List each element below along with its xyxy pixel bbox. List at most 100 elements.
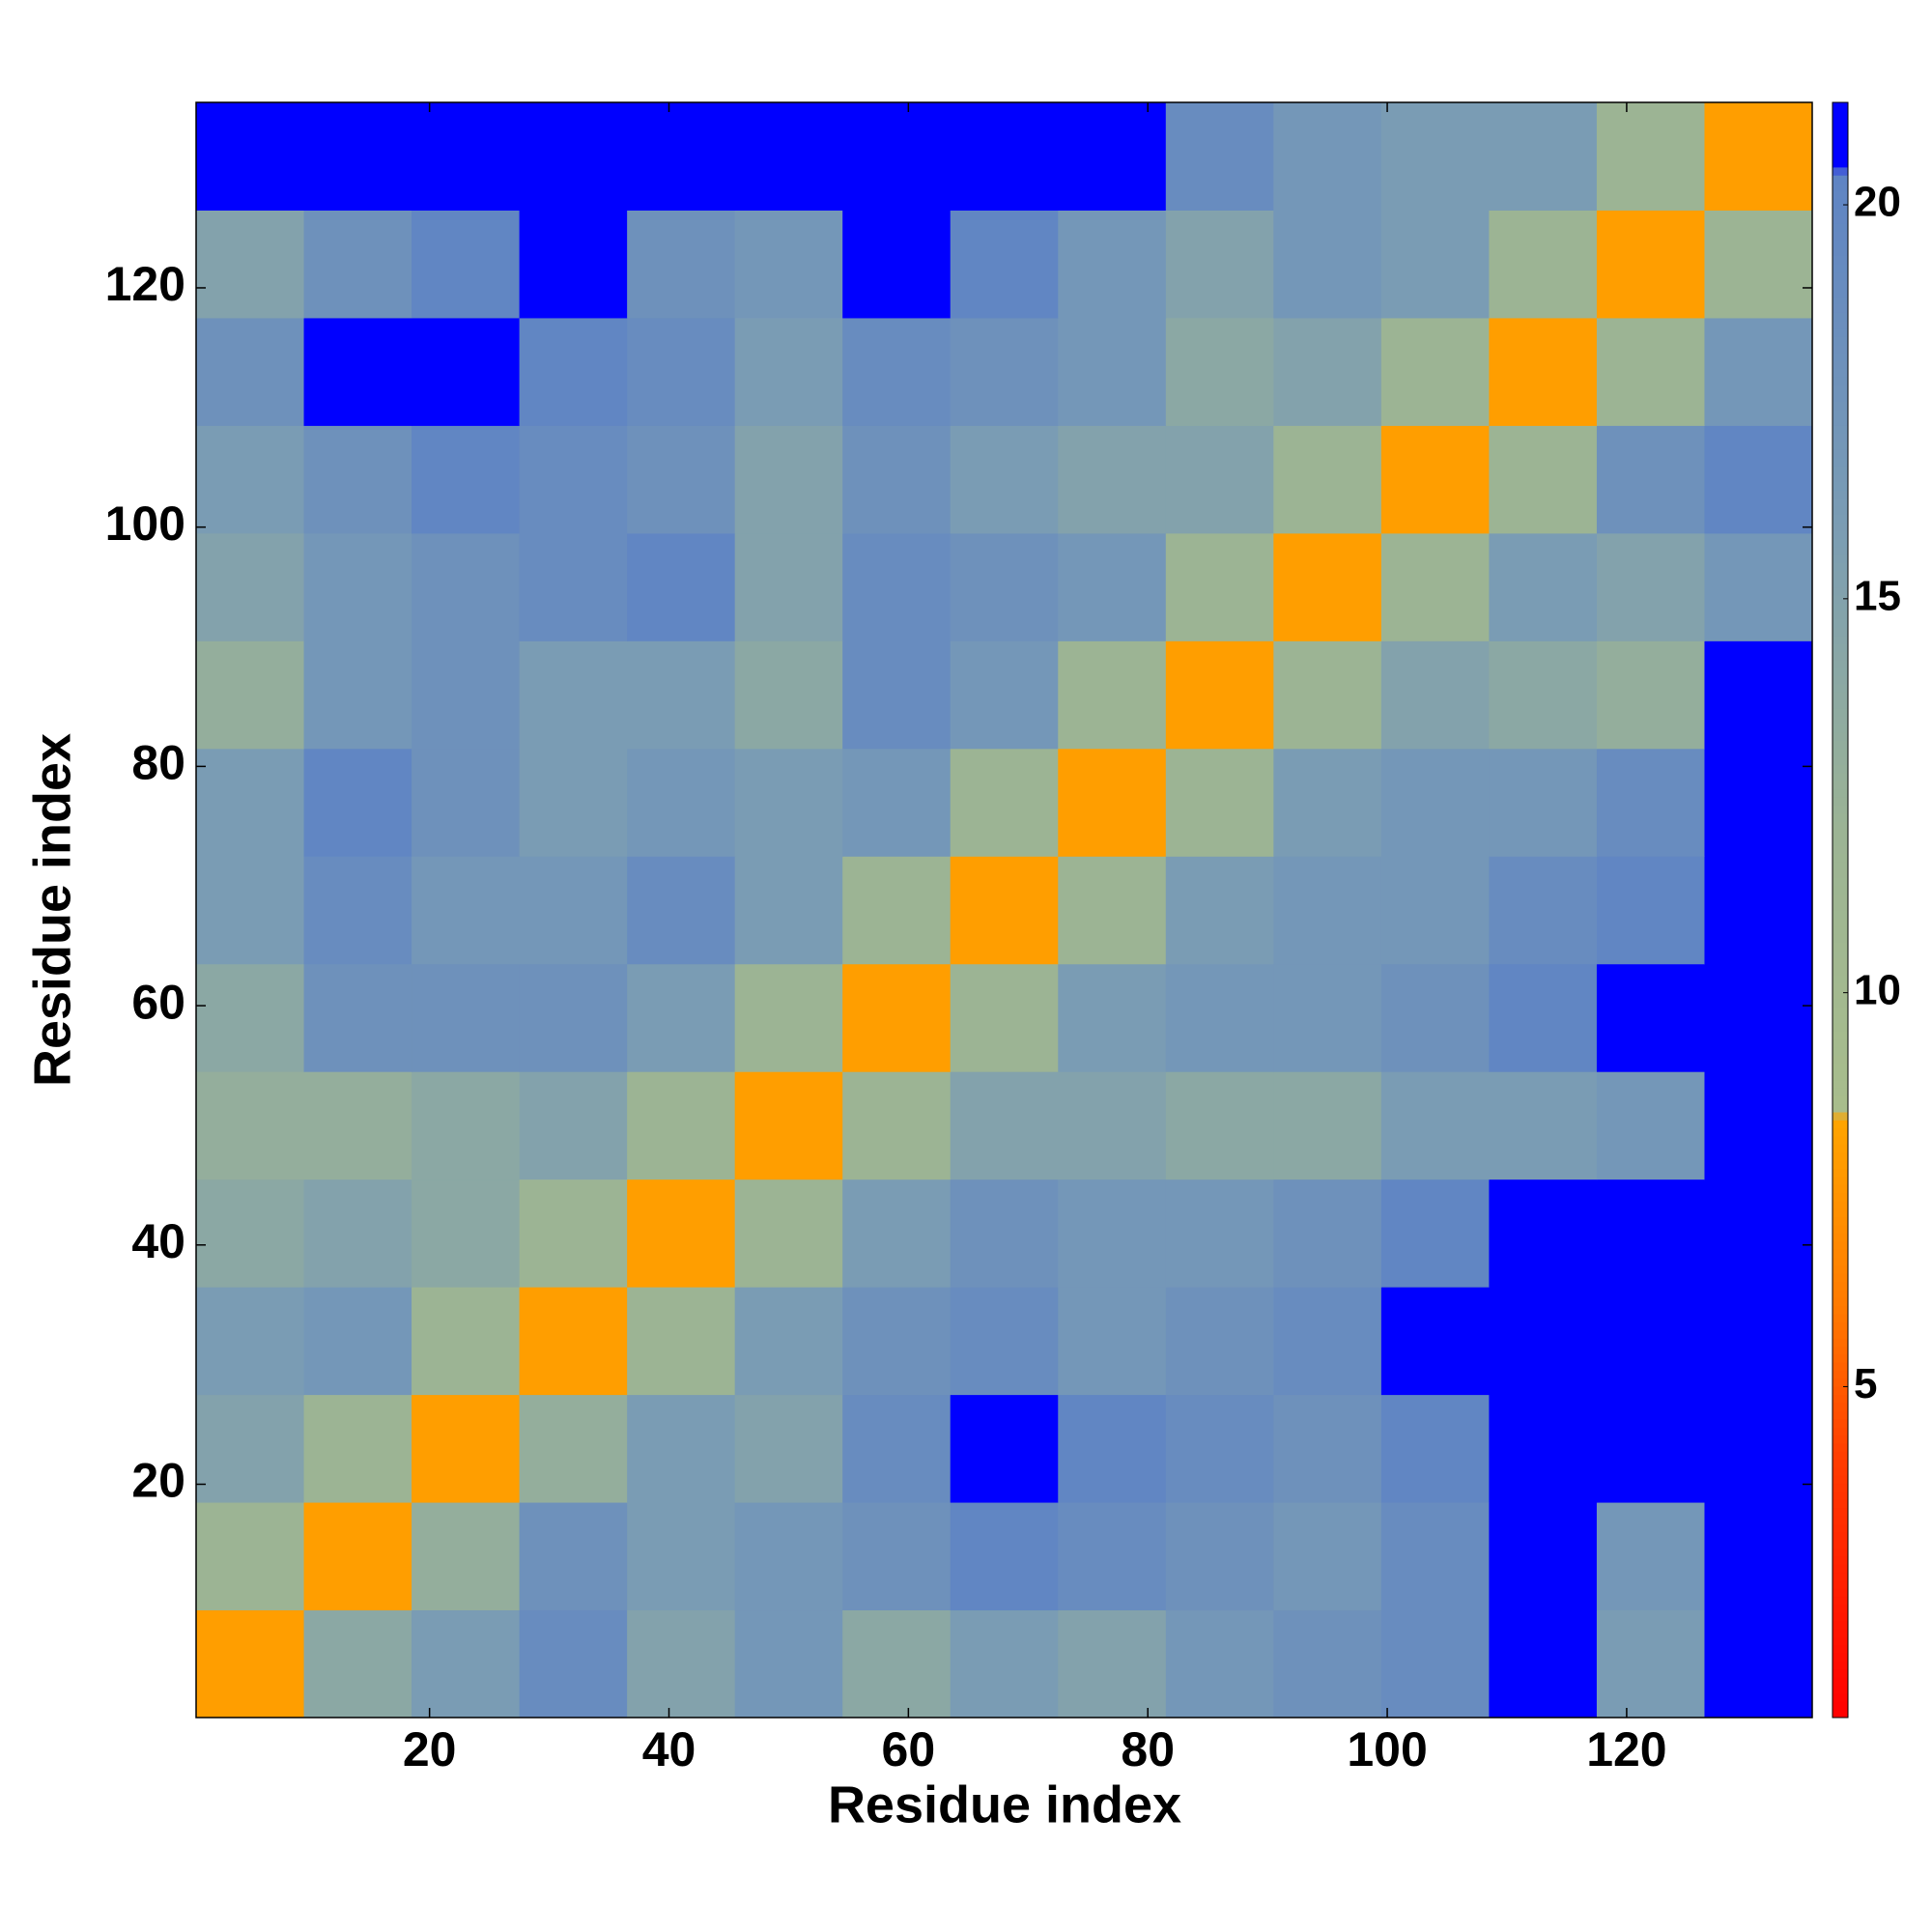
colorbar-slice <box>1833 1588 1848 1598</box>
heatmap-cell <box>734 1179 843 1288</box>
colorbar-slice <box>1833 490 1848 499</box>
colorbar-slice <box>1833 1427 1848 1435</box>
colorbar-slice <box>1833 1289 1848 1298</box>
heatmap-cell <box>1704 1179 1813 1288</box>
heatmap-cell <box>1273 1394 1382 1503</box>
colorbar-slice <box>1833 570 1848 580</box>
colorbar-slice <box>1833 668 1848 677</box>
heatmap-cell <box>842 963 952 1072</box>
heatmap-cell <box>1380 856 1490 965</box>
colorbar-slice <box>1833 1451 1848 1460</box>
colorbar-slice <box>1833 134 1848 144</box>
colorbar-slice <box>1833 1410 1848 1420</box>
plot-frame <box>195 101 1813 1719</box>
heatmap-cell <box>842 1287 952 1396</box>
heatmap-cell <box>1596 425 1705 534</box>
heatmap-cell <box>1704 1502 1813 1611</box>
heatmap-cell <box>1380 102 1490 211</box>
colorbar-slice <box>1833 643 1848 652</box>
heatmap-cell <box>196 1502 305 1611</box>
heatmap-cell <box>1165 425 1274 534</box>
colorbar-slice <box>1833 724 1848 733</box>
heatmap-cell <box>734 1609 843 1719</box>
heatmap-cell <box>519 102 628 211</box>
heatmap-cell <box>519 963 628 1072</box>
colorbar-slice <box>1833 1257 1848 1266</box>
heatmap-cell <box>519 1179 628 1288</box>
heatmap-cell <box>1489 748 1598 857</box>
colorbar-slice <box>1833 958 1848 968</box>
heatmap-cell <box>1489 210 1598 319</box>
heatmap-cell <box>950 640 1059 750</box>
colorbar-slice <box>1833 1208 1848 1218</box>
colorbar-slice <box>1833 853 1848 863</box>
heatmap-cell <box>627 1287 736 1396</box>
colorbar-slice <box>1833 409 1848 418</box>
heatmap-cell <box>303 317 412 426</box>
colorbar-slice <box>1833 506 1848 515</box>
colorbar-slice <box>1833 166 1848 176</box>
heatmap-cell <box>734 856 843 965</box>
colorbar-slice <box>1833 304 1848 313</box>
heatmap-cell <box>842 640 952 750</box>
heatmap-cell <box>1165 640 1274 750</box>
heatmap-cell <box>1273 1179 1382 1288</box>
colorbar-slice <box>1833 1596 1848 1605</box>
colorbar-slice <box>1833 974 1848 983</box>
colorbar-slice <box>1833 1709 1848 1719</box>
heatmap-cell <box>303 102 412 211</box>
heatmap-cell <box>1273 102 1382 211</box>
heatmap-cell <box>1165 1287 1274 1396</box>
y-tick-label: 20 <box>131 1454 185 1508</box>
heatmap-cell <box>196 532 305 641</box>
heatmap-cell <box>950 425 1059 534</box>
heatmap-cell <box>627 1609 736 1719</box>
heatmap-cell <box>1165 1394 1274 1503</box>
heatmap-cell <box>196 425 305 534</box>
colorbar-slice <box>1833 619 1848 628</box>
heatmap-cell <box>842 532 952 641</box>
colorbar-slice <box>1833 1014 1848 1024</box>
heatmap-cell <box>1596 963 1705 1072</box>
colorbar-slice <box>1833 732 1848 741</box>
heatmap-cell <box>196 1609 305 1719</box>
colorbar-slice <box>1833 1063 1848 1072</box>
colorbar-slice <box>1833 1564 1848 1574</box>
heatmap-cell <box>1058 210 1167 319</box>
colorbar-slice <box>1833 1176 1848 1185</box>
colorbar-slice <box>1833 1240 1848 1250</box>
colorbar-slice <box>1833 127 1848 135</box>
heatmap-cell <box>412 1394 521 1503</box>
heatmap-cell <box>412 1609 521 1719</box>
heatmap-cell <box>734 210 843 319</box>
heatmap-cell <box>1165 1502 1274 1611</box>
heatmap-cell <box>196 1179 305 1288</box>
colorbar-slice <box>1833 384 1848 394</box>
heatmap-cell <box>303 1287 412 1396</box>
x-tick-label: 20 <box>403 1722 457 1776</box>
colorbar-slice <box>1833 1531 1848 1541</box>
heatmap-cell <box>1165 210 1274 319</box>
colorbar-slice <box>1833 1007 1848 1016</box>
colorbar-slice <box>1833 1636 1848 1646</box>
heatmap-cell <box>1380 210 1490 319</box>
colorbar-slice <box>1833 885 1848 895</box>
colorbar-slice <box>1833 659 1848 668</box>
colorbar-tick-label: 20 <box>1854 179 1901 226</box>
colorbar-slice <box>1833 296 1848 305</box>
colorbar-slice <box>1833 1200 1848 1209</box>
colorbar-slice <box>1833 417 1848 426</box>
heatmap-cell <box>1704 425 1813 534</box>
heatmap-cell <box>412 748 521 857</box>
colorbar-slice <box>1833 466 1848 475</box>
heatmap-cell <box>1704 963 1813 1072</box>
colorbar-slice <box>1833 1572 1848 1581</box>
heatmap-cell <box>1273 963 1382 1072</box>
heatmap-cell <box>1380 963 1490 1072</box>
colorbar-slice <box>1833 910 1848 919</box>
heatmap-cell <box>519 425 628 534</box>
colorbar-slice <box>1833 1604 1848 1613</box>
colorbar-slice <box>1833 118 1848 128</box>
colorbar-slice <box>1833 1329 1848 1339</box>
colorbar-slice <box>1833 449 1848 459</box>
